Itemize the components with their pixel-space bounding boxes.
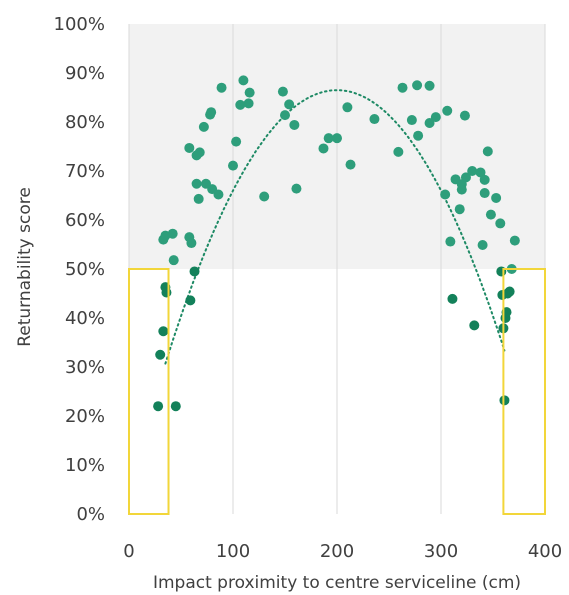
y-tick-label: 50% [65, 259, 105, 280]
data-point-48 [413, 130, 424, 141]
data-point-38 [318, 143, 329, 154]
data-point-51 [430, 112, 441, 123]
data-point-9 [168, 255, 179, 266]
data-point-42 [345, 159, 356, 170]
x-tick-labels: 0 100 200 300 400 [123, 541, 562, 562]
data-point-29 [238, 75, 249, 86]
x-tick-label: 200 [320, 541, 354, 562]
y-tick-label: 10% [65, 455, 105, 476]
data-point-49 [424, 80, 435, 91]
data-point-13 [185, 295, 196, 306]
data-point-44 [393, 146, 404, 157]
data-point-70 [491, 192, 502, 203]
data-point-57 [454, 204, 465, 215]
y-tick-label: 20% [65, 406, 105, 427]
x-tick-label: 0 [123, 541, 134, 562]
data-point-39 [323, 133, 334, 144]
y-tick-label: 70% [65, 161, 105, 182]
data-point-27 [231, 136, 242, 147]
data-point-24 [213, 189, 224, 200]
data-point-26 [228, 160, 238, 171]
y-axis-title: Returnability score [15, 187, 35, 347]
data-point-2 [158, 326, 169, 337]
data-point-64 [475, 167, 486, 178]
data-point-25 [216, 82, 227, 93]
data-point-40 [332, 133, 342, 144]
data-points [153, 75, 520, 412]
data-point-69 [485, 209, 496, 220]
y-tick-label: 100% [54, 14, 105, 35]
data-point-34 [280, 110, 290, 121]
data-point-66 [479, 188, 490, 199]
data-point-12 [184, 142, 195, 153]
data-point-46 [406, 115, 417, 126]
y-tick-label: 40% [65, 308, 105, 329]
data-point-53 [442, 105, 453, 116]
y-tick-labels: 0% 10% 20% 30% 40% 50% 60% 70% 80% 90% 100% [54, 14, 105, 525]
data-point-52 [440, 189, 451, 200]
y-tick-label: 80% [65, 112, 105, 133]
data-point-14 [189, 266, 200, 277]
data-point-54 [445, 236, 456, 247]
y-tick-label: 30% [65, 357, 105, 378]
highlight-box-0 [128, 268, 170, 515]
x-tick-label: 300 [424, 541, 458, 562]
data-point-18 [193, 193, 204, 204]
data-point-4 [161, 287, 172, 298]
data-point-43 [369, 114, 380, 125]
data-point-65 [477, 239, 488, 250]
data-point-8 [170, 401, 181, 412]
data-point-55 [447, 293, 458, 304]
data-point-61 [460, 172, 471, 183]
data-point-7 [167, 228, 178, 239]
trendline-layer [164, 89, 506, 365]
data-point-30 [243, 98, 254, 109]
highlight-boxes [128, 268, 546, 515]
data-point-71 [495, 218, 506, 229]
data-point-37 [291, 183, 302, 194]
data-point-36 [289, 119, 300, 130]
data-point-60 [459, 110, 470, 121]
highlight-box-1 [502, 268, 546, 515]
data-point-47 [412, 80, 423, 91]
data-point-32 [259, 191, 270, 202]
data-point-67 [479, 174, 490, 185]
data-point-0 [153, 401, 164, 412]
data-point-1 [155, 349, 166, 360]
trendline [164, 89, 506, 365]
data-point-75 [499, 395, 510, 406]
data-point-11 [186, 238, 197, 249]
data-point-15 [191, 178, 202, 189]
data-point-50 [424, 117, 435, 128]
y-tick-label: 0% [76, 504, 105, 525]
data-point-79 [504, 286, 515, 297]
data-point-22 [206, 107, 217, 118]
x-tick-label: 100 [216, 541, 250, 562]
data-point-31 [244, 87, 255, 98]
data-point-19 [198, 121, 209, 132]
data-point-35 [284, 99, 295, 110]
y-tick-label: 90% [65, 63, 105, 84]
x-axis-title: Impact proximity to centre serviceline (… [153, 573, 521, 593]
data-point-72 [496, 266, 507, 277]
data-point-33 [277, 86, 288, 97]
data-point-28 [235, 99, 246, 110]
y-tick-label: 60% [65, 210, 105, 231]
data-point-62 [467, 166, 478, 176]
data-point-63 [469, 320, 480, 331]
data-point-41 [342, 102, 353, 113]
data-point-59 [456, 184, 467, 195]
data-point-68 [482, 146, 493, 157]
data-point-17 [194, 147, 205, 158]
data-point-81 [509, 235, 520, 246]
x-tick-label: 400 [528, 541, 562, 562]
data-point-45 [397, 82, 408, 93]
